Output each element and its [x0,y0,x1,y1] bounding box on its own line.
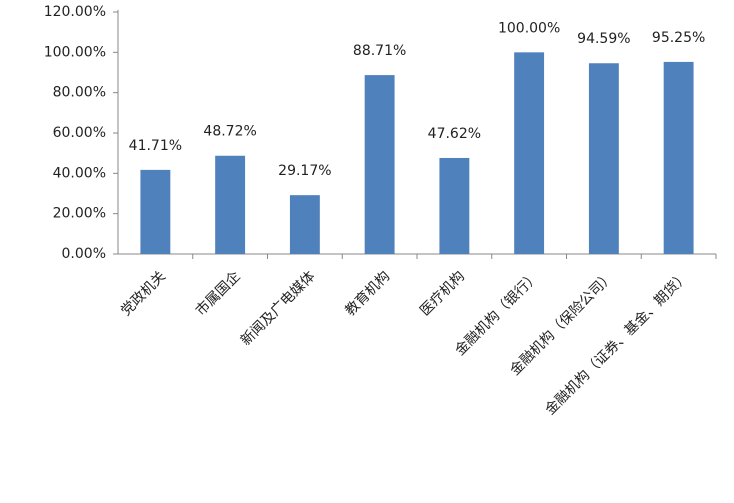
data-label: 95.25% [652,30,705,46]
data-label: 100.00% [498,20,560,36]
x-tick-label: 新闻及广电媒体 [238,268,319,349]
bar [289,195,320,254]
bar [514,52,545,255]
bar [364,75,395,254]
y-tick-label: 20.00% [53,206,106,222]
data-label: 88.71% [353,43,406,59]
bar [140,169,171,254]
y-tick-label: 100.00% [44,44,106,60]
y-tick-label: 60.00% [53,125,106,141]
data-label: 29.17% [278,163,331,179]
bar [663,61,694,254]
data-label: 41.71% [129,138,182,154]
bar [439,157,470,254]
x-tick-label: 金融机构（证券、基金、期货） [542,268,693,419]
y-tick-label: 80.00% [53,85,106,101]
x-tick-label: 市属国企 [192,268,244,320]
y-tick-label: 0.00% [62,246,106,262]
x-tick-label: 教育机构 [342,268,393,319]
y-tick-label: 40.00% [53,165,106,181]
x-tick-label: 党政机关 [118,268,169,319]
x-tick-label: 医疗机构 [417,268,468,319]
data-label: 94.59% [577,31,630,47]
data-label: 48.72% [203,124,256,140]
data-label: 47.62% [428,126,481,142]
bar [588,63,619,254]
y-tick-label: 120.00% [44,4,106,20]
bar [215,155,246,254]
